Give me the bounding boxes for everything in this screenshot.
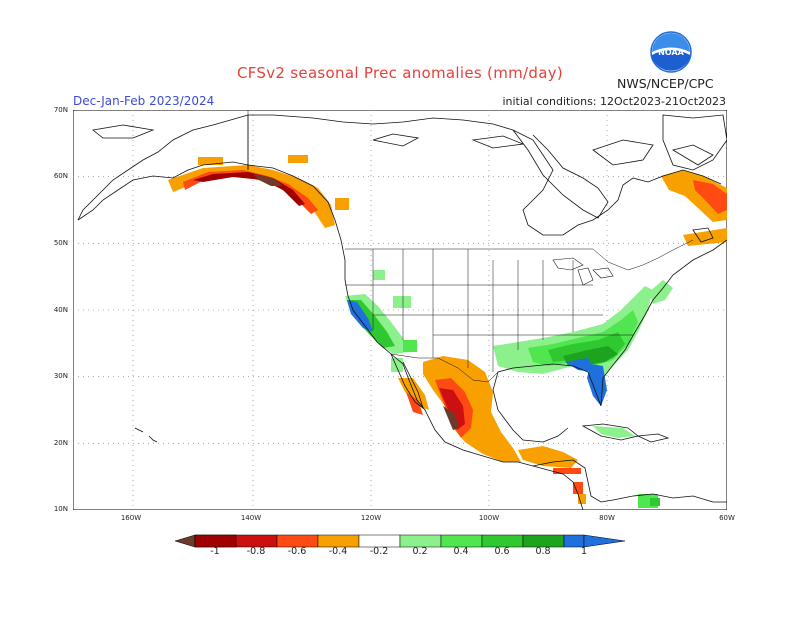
map-title: CFSv2 seasonal Prec anomalies (mm/day) xyxy=(236,64,564,82)
political-boundaries xyxy=(247,110,694,383)
colorbar-tick: 0.2 xyxy=(412,546,428,557)
colorbar-tick: -0.4 xyxy=(328,546,348,557)
lon-label: 140W xyxy=(240,514,262,522)
lon-label: 120W xyxy=(360,514,382,522)
lon-label: 60W xyxy=(719,514,735,522)
great-lakes xyxy=(552,257,614,286)
lat-label: 30N xyxy=(53,372,68,380)
lat-label: 50N xyxy=(53,239,68,247)
colorbar-tick: -1 xyxy=(210,546,220,557)
lat-label: 20N xyxy=(53,439,68,447)
colorbar xyxy=(175,534,625,548)
colorbar-tick: 1 xyxy=(580,546,588,557)
lat-label: 60N xyxy=(53,172,68,180)
lat-label: 40N xyxy=(53,306,68,314)
dry-anomaly-regions xyxy=(168,155,727,504)
colorbar-arrow-right xyxy=(583,534,625,548)
lat-label: 10N xyxy=(53,505,68,513)
colorbar-tick: 0.8 xyxy=(535,546,551,557)
forecast-period: Dec-Jan-Feb 2023/2024 xyxy=(73,94,215,108)
colorbar-tick: -0.8 xyxy=(246,546,266,557)
lon-label: 80W xyxy=(599,514,615,522)
colorbar-tick: 0.6 xyxy=(494,546,510,557)
coastlines xyxy=(77,114,727,510)
lon-label: 100W xyxy=(478,514,500,522)
lon-label: 160W xyxy=(120,514,142,522)
colorbar-tick: -0.2 xyxy=(369,546,389,557)
lat-label: 70N xyxy=(53,106,68,114)
anomaly-map xyxy=(73,110,727,510)
colorbar-tick: 0.4 xyxy=(453,546,469,557)
agency-label: NWS/NCEP/CPC xyxy=(617,76,714,91)
logo-text: NOAA xyxy=(658,48,684,57)
colorbar-arrow-left xyxy=(175,534,196,548)
initial-conditions: initial conditions: 12Oct2023-21Oct2023 xyxy=(502,95,726,108)
noaa-logo-icon: NOAA xyxy=(650,31,692,73)
colorbar-tick: -0.6 xyxy=(287,546,307,557)
